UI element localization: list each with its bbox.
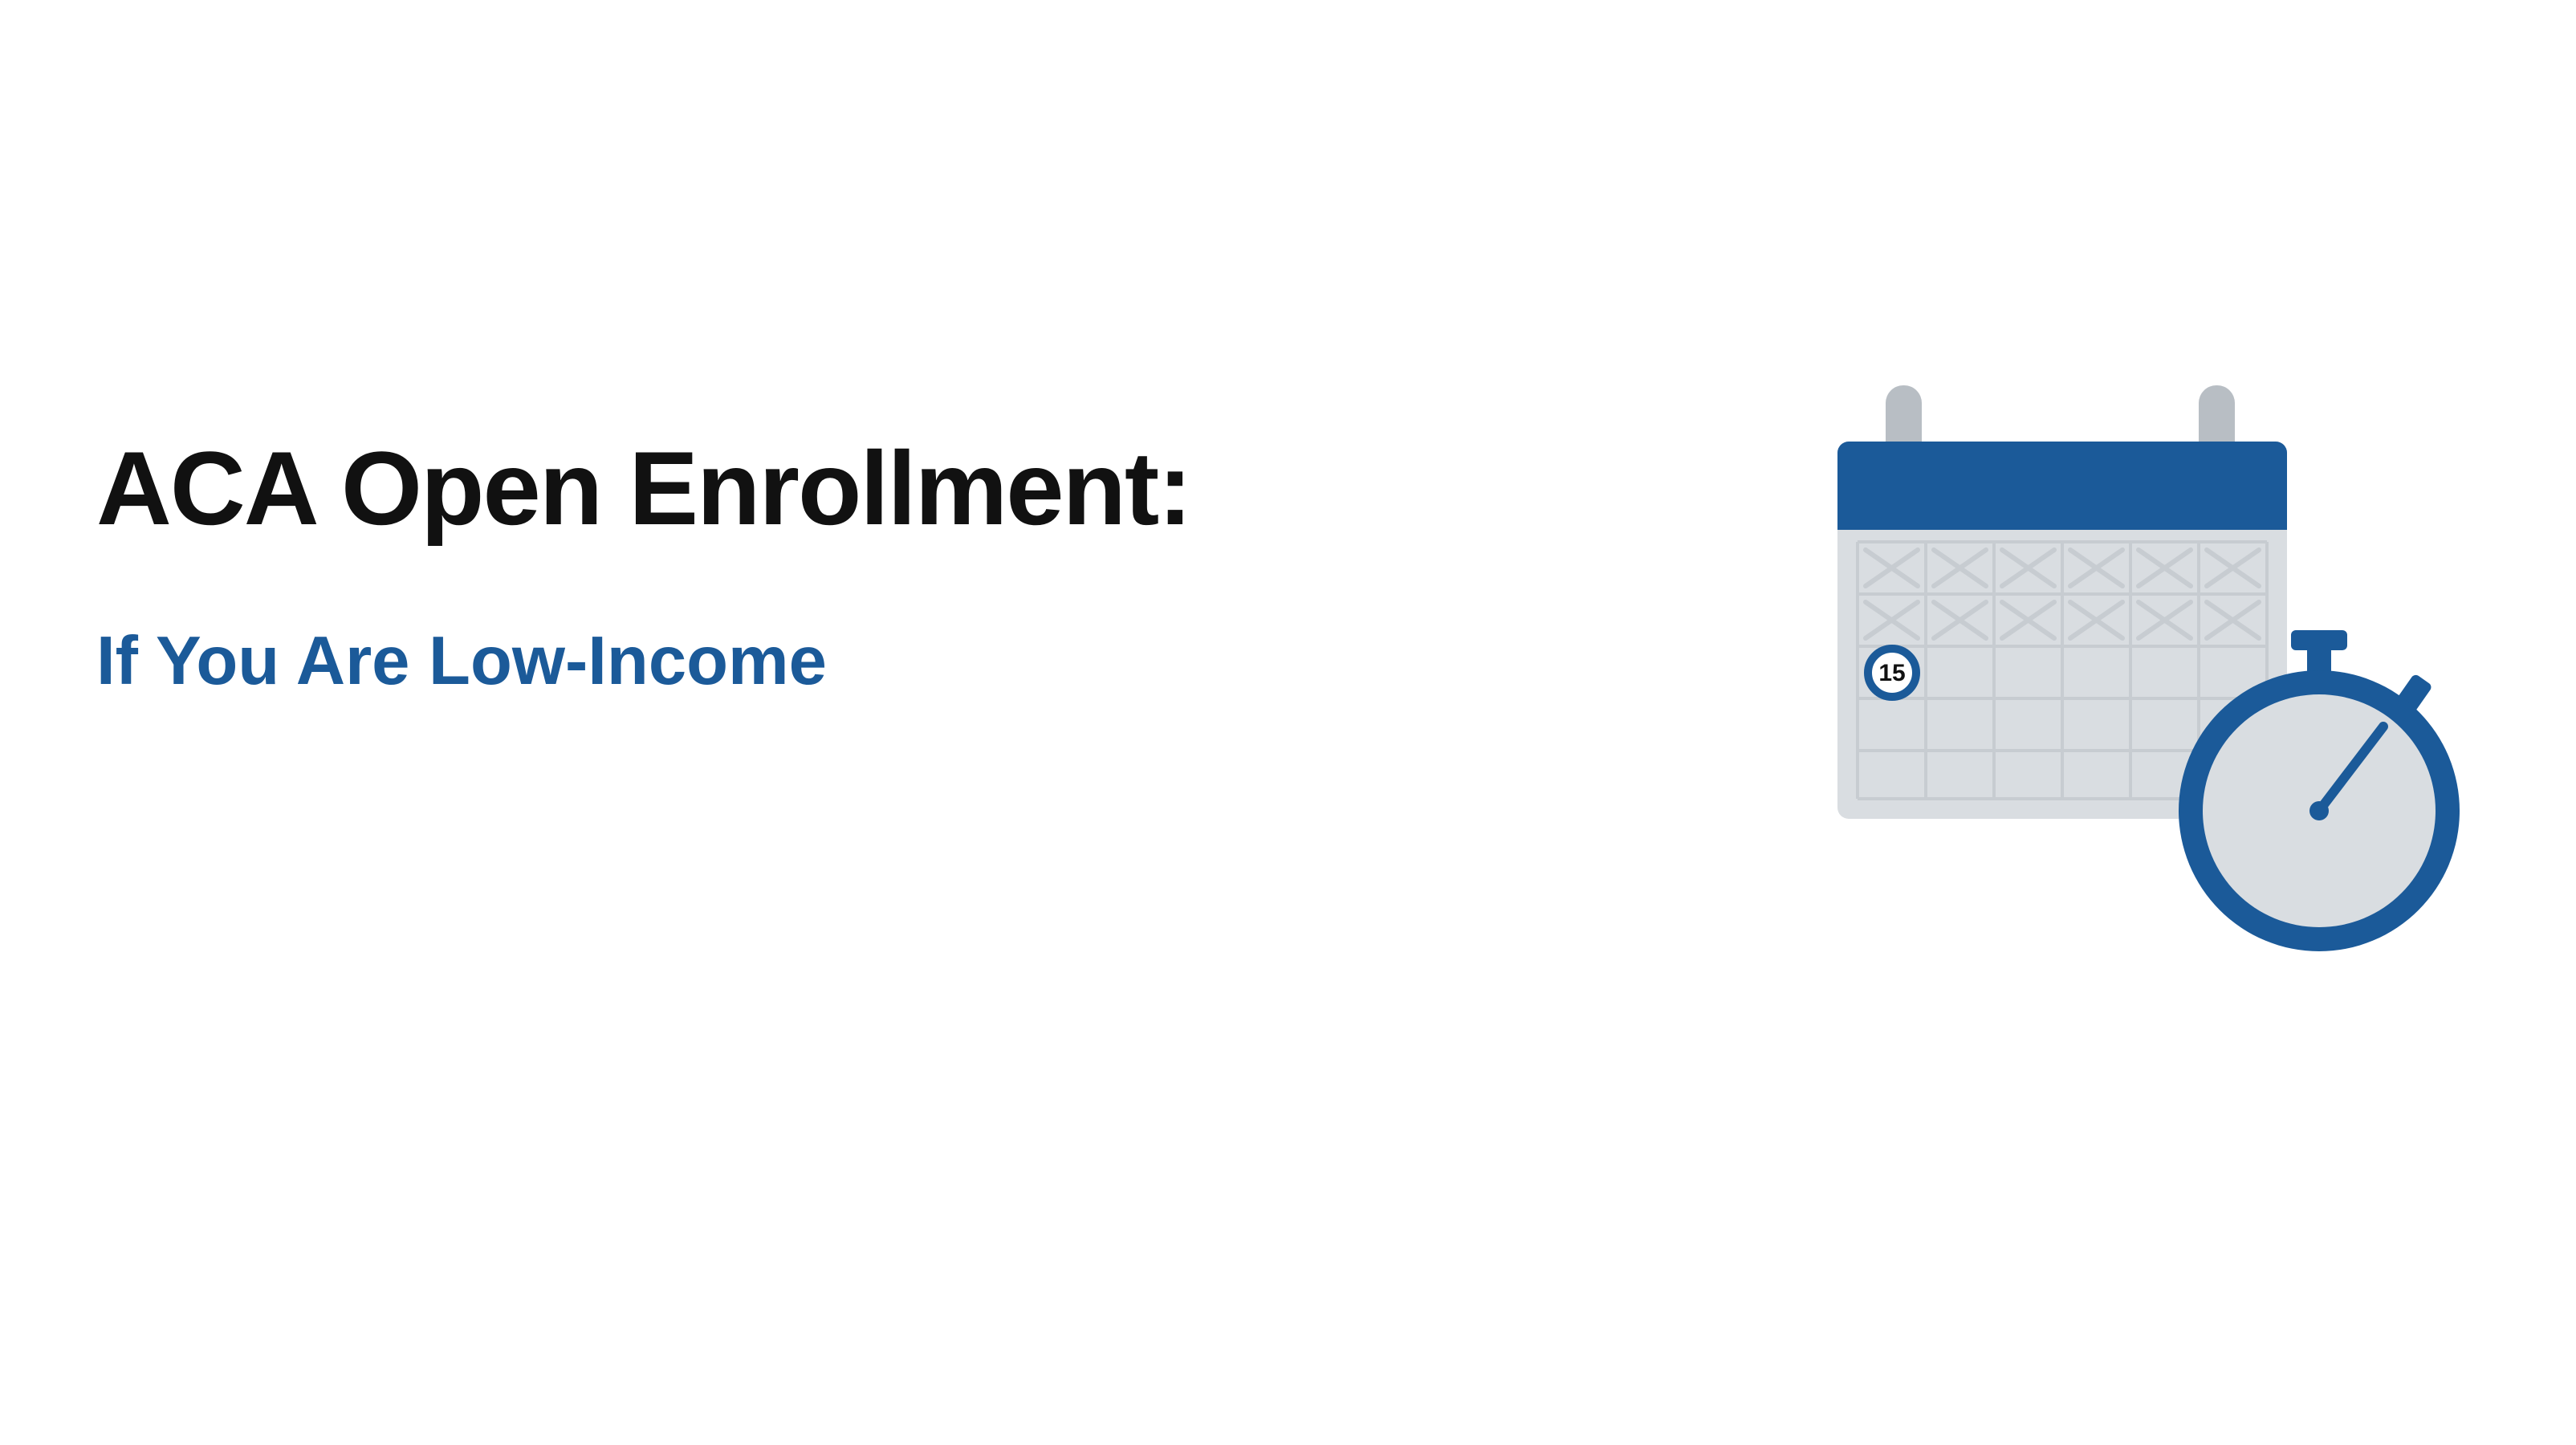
calendar-circled-day: 15: [1878, 660, 1905, 686]
page-title: ACA Open Enrollment:: [96, 434, 1191, 543]
page-subtitle: If You Are Low-Income: [96, 624, 1191, 699]
text-block: ACA Open Enrollment: If You Are Low-Inco…: [96, 434, 1191, 698]
calendar-stopwatch-graphic: 15: [1813, 361, 2472, 1020]
calendar-stopwatch-svg: 15: [1813, 361, 2472, 1020]
